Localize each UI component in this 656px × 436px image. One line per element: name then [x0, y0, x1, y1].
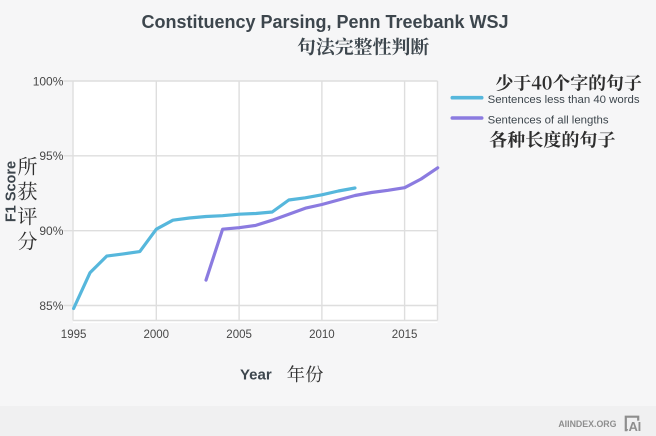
svg-text:90%: 90%: [39, 224, 63, 238]
svg-text:Year: Year: [240, 367, 272, 384]
svg-text:Sentences of all lengths: Sentences of all lengths: [488, 114, 609, 126]
svg-text:2015: 2015: [392, 329, 418, 341]
svg-text:Sentences less than 40 words: Sentences less than 40 words: [488, 94, 640, 106]
svg-text:AIINDEX.ORG: AIINDEX.ORG: [558, 419, 616, 429]
svg-text:2000: 2000: [144, 329, 170, 341]
svg-text:2010: 2010: [309, 329, 335, 341]
svg-text:85%: 85%: [39, 299, 63, 313]
svg-text:Constituency Parsing, Penn Tre: Constituency Parsing, Penn Treebank WSJ: [141, 12, 508, 32]
svg-text:F1 Score: F1 Score: [4, 161, 20, 222]
svg-text:95%: 95%: [39, 149, 63, 163]
svg-text:1995: 1995: [61, 329, 87, 341]
svg-text:AI: AI: [629, 419, 641, 434]
svg-text:2005: 2005: [226, 329, 252, 341]
svg-text:100%: 100%: [33, 74, 64, 88]
